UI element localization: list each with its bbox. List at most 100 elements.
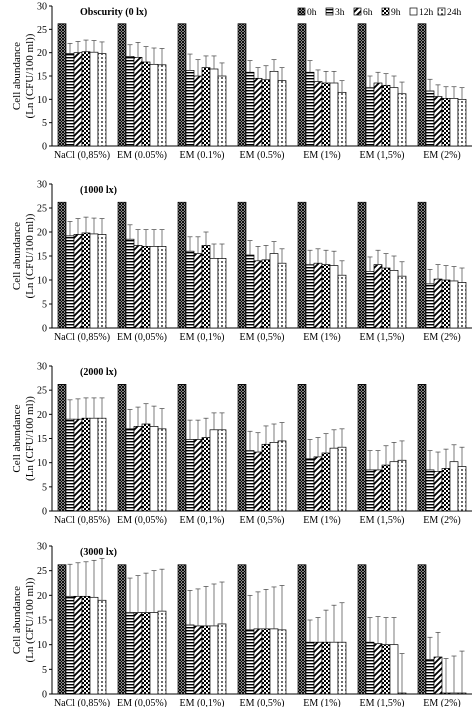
bar: [337, 446, 347, 512]
bar: [81, 417, 91, 512]
bar: [125, 238, 135, 329]
chart-panel: 0 5 10 15 20 25 30 Cell abundance(Ln (CFU/100 m…: [11, 542, 472, 707]
bar: [305, 641, 315, 695]
bar: [73, 418, 83, 512]
bar: [177, 23, 187, 147]
bar: [381, 84, 391, 147]
x-tick-label: EM (0,1%): [180, 515, 225, 526]
bar: [141, 246, 151, 329]
bar: [185, 250, 195, 329]
x-tick-label: NaCl (0,85%): [54, 698, 110, 707]
x-tick-label: EM (1,5%): [360, 515, 405, 526]
legend-label: 3h: [335, 8, 345, 18]
legend-swatch: [409, 7, 418, 16]
bar: [321, 82, 331, 147]
x-tick-label: NaCl (0,85%): [54, 515, 110, 526]
x-tick-label: NaCl (0,85%): [54, 150, 110, 161]
bar: [97, 234, 107, 329]
bar: [57, 564, 67, 695]
bar: [389, 461, 399, 512]
bar: [449, 692, 459, 695]
bar: [157, 428, 167, 512]
bar: [337, 274, 347, 329]
bar: [329, 447, 339, 512]
bar: [425, 659, 435, 695]
bar: [321, 641, 331, 695]
y-tick-label: 30: [37, 2, 47, 13]
bar: [297, 384, 307, 512]
bar: [305, 71, 315, 147]
y-tick-label: 30: [37, 362, 47, 373]
y-tick-label: 5: [42, 665, 47, 676]
y-axis-label: Cell abundance(Ln (CFU/100 ml)): [11, 33, 36, 118]
bar: [441, 279, 451, 329]
bar: [141, 612, 151, 695]
bar: [157, 64, 167, 147]
panel-title: (3000 lx): [80, 547, 117, 558]
bar: [433, 656, 443, 695]
bar: [261, 79, 271, 147]
bar: [389, 644, 399, 695]
bar: [321, 452, 331, 512]
x-tick-label: EM (1%): [303, 150, 341, 161]
bar: [185, 624, 195, 695]
bar: [329, 82, 339, 147]
bar: [365, 87, 375, 147]
bar: [245, 254, 255, 329]
x-tick-label: EM (0,05%): [117, 515, 167, 526]
bar: [65, 235, 75, 329]
bar: [253, 451, 263, 512]
bar: [65, 418, 75, 512]
bar: [397, 93, 407, 147]
x-tick-label: EM (0.1%): [180, 150, 225, 161]
y-tick-label: 15: [37, 252, 47, 263]
bar: [449, 280, 459, 329]
x-tick-label: EM (0,1%): [180, 698, 225, 707]
bar: [321, 264, 331, 329]
legend-swatch: [353, 7, 362, 16]
y-tick-label: 20: [37, 228, 47, 239]
bar: [277, 440, 287, 512]
bar: [65, 53, 75, 147]
bar: [81, 232, 91, 329]
bar: [253, 628, 263, 695]
bar: [269, 70, 279, 147]
bar: [133, 56, 143, 147]
y-tick-label: 0: [42, 690, 47, 701]
bar: [253, 77, 263, 147]
bar: [417, 564, 427, 695]
bar: [209, 429, 219, 512]
bar: [449, 98, 459, 147]
y-tick-label: 15: [37, 72, 47, 83]
bar: [149, 246, 159, 329]
chart-panel: 0 5 10 15 20 25 30 Cell abundance(Ln (CFU/100 m…: [11, 180, 472, 343]
bar: [313, 262, 323, 329]
bar: [97, 599, 107, 695]
bar: [133, 612, 143, 695]
y-tick-label: 5: [42, 118, 47, 129]
bar: [337, 91, 347, 147]
bar: [193, 253, 203, 329]
bar: [277, 80, 287, 147]
bar: [141, 423, 151, 512]
x-tick-label: EM (0,5%): [240, 515, 285, 526]
panel-title: (1000 lx): [80, 185, 117, 196]
legend: 0h 3h 6h 9h 12h 24h: [297, 7, 462, 18]
y-tick-label: 10: [37, 458, 47, 469]
bar: [357, 384, 367, 512]
y-tick-label: 15: [37, 434, 47, 445]
bar: [81, 51, 91, 147]
bar: [149, 612, 159, 695]
bar: [193, 75, 203, 147]
bar: [209, 68, 219, 147]
bar: [441, 98, 451, 147]
bar: [417, 201, 427, 329]
y-tick-label: 25: [37, 204, 47, 215]
y-tick-label: 25: [37, 25, 47, 36]
bar: [117, 23, 127, 147]
bar: [365, 641, 375, 695]
bar: [117, 564, 127, 695]
y-tick-label: 20: [37, 591, 47, 602]
bar: [297, 201, 307, 329]
